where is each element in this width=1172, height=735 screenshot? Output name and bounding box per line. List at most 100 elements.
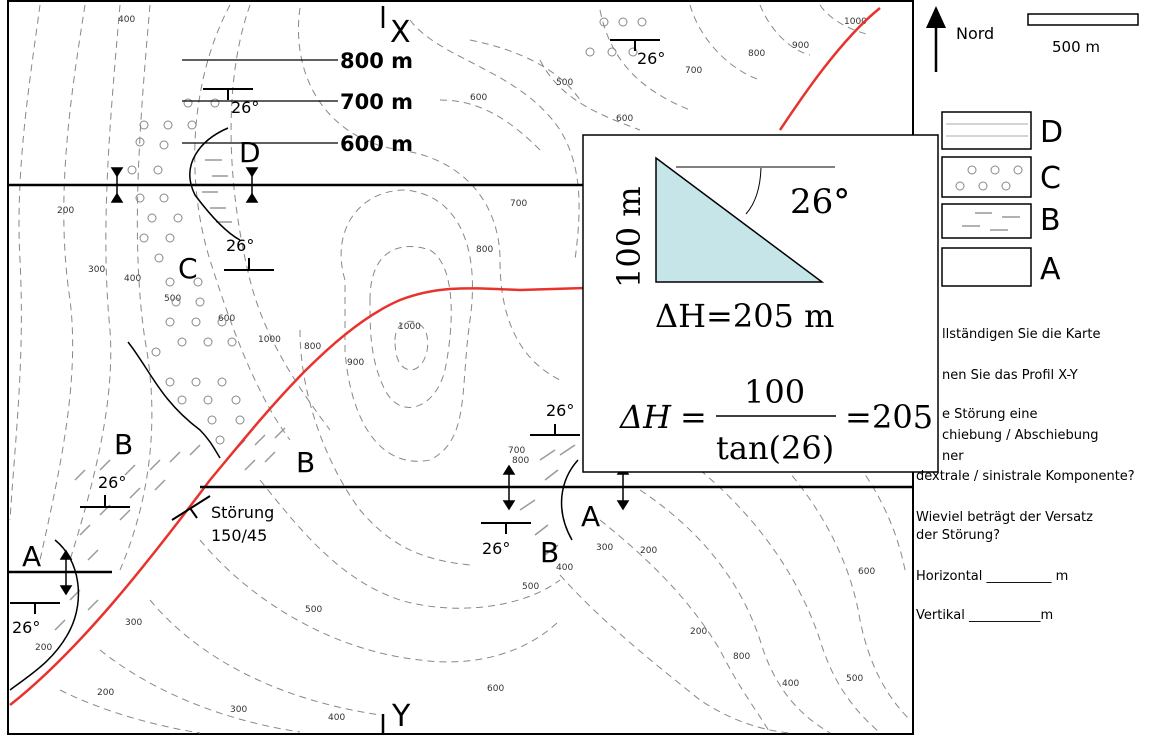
north-label: Nord	[956, 24, 994, 43]
legend-box-b	[941, 203, 1032, 239]
legend-label-c: C	[1040, 161, 1061, 196]
north-arrow-icon	[926, 6, 946, 72]
fault-orientation: 150/45	[211, 526, 267, 545]
geologic-contacts	[9, 127, 579, 691]
contour-label: 400	[124, 274, 141, 284]
contour-label: 1000	[258, 335, 281, 345]
unit-label-c: C	[178, 252, 198, 285]
contour-label: 200	[640, 546, 657, 556]
unit-label-d: D	[239, 136, 261, 169]
legend-box-d	[941, 111, 1032, 150]
contour-label: 900	[347, 358, 364, 368]
contour-label: 1000	[398, 322, 421, 332]
dip-label: 26°	[546, 401, 574, 420]
question-complete-map: llständigen Sie die Karte	[942, 327, 1101, 342]
legend-box-a	[941, 247, 1032, 287]
unit-c-pattern	[127, 17, 647, 445]
dip-label: 26°	[482, 539, 510, 558]
dip-label: 26°	[12, 618, 40, 637]
unit-label-b: B	[540, 536, 559, 569]
unit-label-b: B	[114, 428, 133, 461]
scale-label: 500 m	[1052, 38, 1100, 56]
question-offset-2: der Störung?	[916, 528, 1001, 543]
contour-label: 600	[616, 114, 633, 124]
fault-trace	[9, 7, 881, 706]
legend-box-c	[941, 156, 1032, 198]
contour-label: 600	[218, 314, 235, 324]
contour-label: 600	[487, 684, 504, 694]
contour-label: 800	[476, 245, 493, 255]
contour-label: 800	[748, 49, 765, 59]
formula-equals-1: =	[680, 398, 707, 436]
dip-label: 26°	[226, 236, 254, 255]
contour-label: 200	[690, 627, 707, 637]
contour-label: 200	[97, 688, 114, 698]
formula-lhs: ΔH	[618, 398, 672, 436]
dip-symbols	[10, 39, 660, 614]
legend-label-b: B	[1040, 203, 1061, 238]
formula-denominator: tan(26)	[716, 429, 834, 467]
formula-result: 205	[872, 398, 933, 436]
contour-label: 300	[88, 265, 105, 275]
contour-label: 400	[328, 713, 345, 723]
question-fault-type-3: ner	[942, 449, 964, 464]
contour-label: 500	[522, 582, 539, 592]
legend: D C B A	[941, 111, 1063, 287]
unit-label-a: A	[22, 540, 41, 573]
contour-label: 500	[305, 605, 322, 615]
contour-label: 800	[304, 342, 321, 352]
dip-label: 26°	[98, 473, 126, 492]
contour-label: 600	[470, 93, 487, 103]
dip-label: 26°	[231, 98, 259, 117]
scale-bar	[1027, 13, 1139, 26]
section-label-x: X	[390, 15, 411, 50]
contour-label: 500	[846, 674, 863, 684]
question-fault-type-1: e Störung eine	[942, 407, 1038, 422]
contour-label: 700	[508, 446, 525, 456]
contour-label: 700	[510, 199, 527, 209]
contour-label: 400	[118, 15, 135, 25]
construction-lines	[182, 59, 338, 144]
construction-label: 700 m	[340, 90, 413, 114]
contour-label: 900	[792, 41, 809, 51]
contour-label: 800	[512, 456, 529, 466]
construction-label: 800 m	[340, 49, 413, 73]
contour-label: 1000	[844, 17, 867, 27]
section-label-y: Y	[391, 699, 411, 734]
dip-label: 26°	[637, 49, 665, 68]
contour-label: 800	[733, 652, 750, 662]
unit-label-a: A	[581, 500, 600, 533]
dip-label-group: 26° 26° 26° 26° 26° 26° 26°	[12, 49, 665, 637]
contour-lines	[9, 4, 911, 734]
formula-numerator: 100	[744, 373, 805, 411]
height-label: 100 m	[610, 186, 648, 288]
horizontal-offset-field: Horizontal __________ m	[916, 569, 1069, 584]
construction-label-group: 800 m 700 m 600 m	[340, 49, 413, 156]
unit-label-group: D C B B B A A	[22, 136, 600, 573]
delta-h-result: ΔH=205 m	[655, 297, 834, 335]
contour-label: 300	[596, 543, 613, 553]
calc-overlay: 26° 100 m ΔH=205 m ΔH = 100 tan(26) = 20…	[582, 134, 939, 473]
vertical-offset-field: Vertikal ___________m	[916, 608, 1054, 623]
contour-label: 200	[35, 643, 52, 653]
horizontal-lines	[8, 183, 913, 574]
contour-label: 300	[125, 618, 142, 628]
legend-label-d: D	[1040, 115, 1063, 150]
contour-label-group: 400 800 900 1000 500 700 600 700 200 800…	[35, 15, 875, 723]
question-fault-type-2: chiebung / Abschiebung	[942, 428, 1099, 443]
unit-label-b: B	[296, 446, 315, 479]
formula-equals-2: =	[845, 398, 872, 436]
angle-label: 26°	[790, 182, 850, 222]
question-draw-profile: nen Sie das Profil X-Y	[942, 368, 1078, 383]
legend-label-a: A	[1040, 252, 1061, 287]
contour-label: 400	[782, 679, 799, 689]
fault-label: Störung	[211, 503, 274, 522]
slope-triangle	[655, 156, 825, 283]
contour-label: 500	[556, 78, 573, 88]
contour-label: 600	[858, 567, 875, 577]
contour-label: 300	[230, 705, 247, 715]
question-fault-type-4: dextrale / sinistrale Komponente?	[916, 469, 1135, 484]
contour-label: 200	[57, 206, 74, 216]
contour-label: 700	[685, 66, 702, 76]
